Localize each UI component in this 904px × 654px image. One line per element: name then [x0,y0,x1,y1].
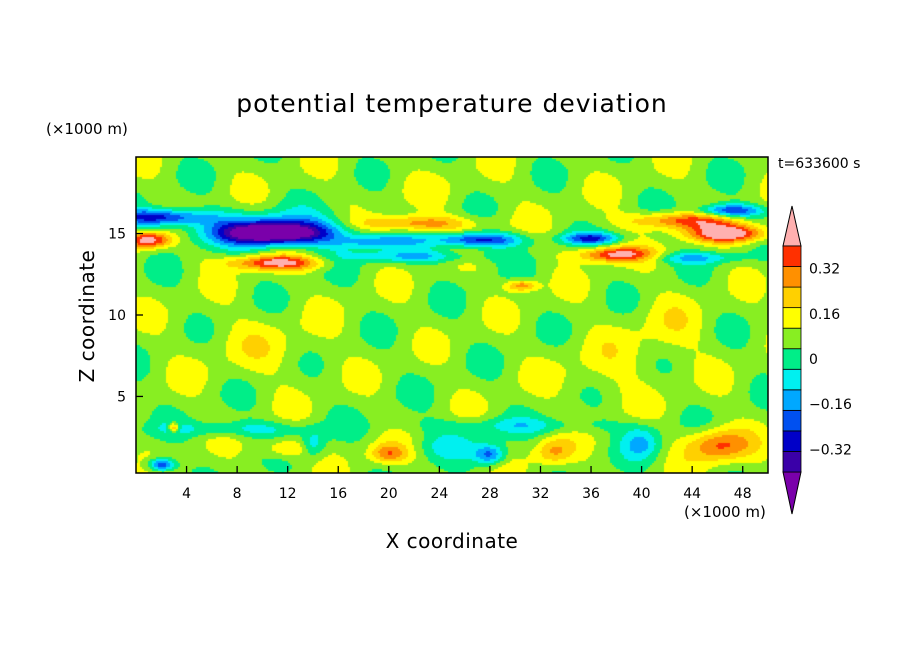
colorbar-band [782,307,802,329]
x-tick-label: 44 [683,486,701,502]
x-axis-label: X coordinate [386,529,519,553]
x-unit-label: (×1000 m) [684,503,766,521]
time-label: t=633600 s [778,156,860,172]
x-tick-label: 28 [481,486,499,502]
x-tick-label: 20 [380,486,398,502]
x-tick-label: 24 [430,486,448,502]
y-tick-label: 15 [108,227,126,243]
y-axis-ticks: 5 10 15 [108,227,143,405]
contour-field-image [136,157,768,473]
colorbar-band [782,451,802,473]
x-tick-label: 32 [532,486,550,502]
colorbar-label: 0 [809,352,818,368]
x-tick-label: 16 [329,486,347,502]
y-unit-label: (×1000 m) [46,120,128,138]
colorbar-band [782,409,802,432]
x-tick-label: 48 [734,486,752,502]
colorbar-extend-max [782,205,802,247]
colorbar-band [782,266,802,288]
colorbar-band [782,286,802,309]
colorbar-label: −0.16 [809,397,852,413]
colorbar-extend-min [782,471,802,515]
x-tick-label: 40 [633,486,651,502]
x-tick-label: 4 [182,486,191,502]
x-axis-ticks: 4 8 12 16 20 24 28 32 36 40 44 48 [182,466,752,502]
colorbar: 0.32 0.16 0 −0.16 −0.32 [782,205,852,515]
colorbar-band [782,368,802,391]
x-tick-label: 12 [279,486,297,502]
colorbar-band [782,430,802,452]
colorbar-band [782,348,802,370]
x-tick-label: 8 [233,486,242,502]
contour-field [136,157,768,473]
colorbar-band [782,389,802,411]
colorbar-label: 0.16 [809,307,840,323]
colorbar-band [782,327,802,350]
y-axis-label: Z coordinate [75,250,99,383]
colorbar-label: 0.32 [809,262,840,278]
colorbar-band [782,245,802,267]
y-tick-label: 10 [108,308,126,324]
chart-title: potential temperature deviation [236,89,667,118]
y-tick-label: 5 [117,389,126,405]
x-tick-label: 36 [582,486,600,502]
colorbar-label: −0.32 [809,442,852,458]
